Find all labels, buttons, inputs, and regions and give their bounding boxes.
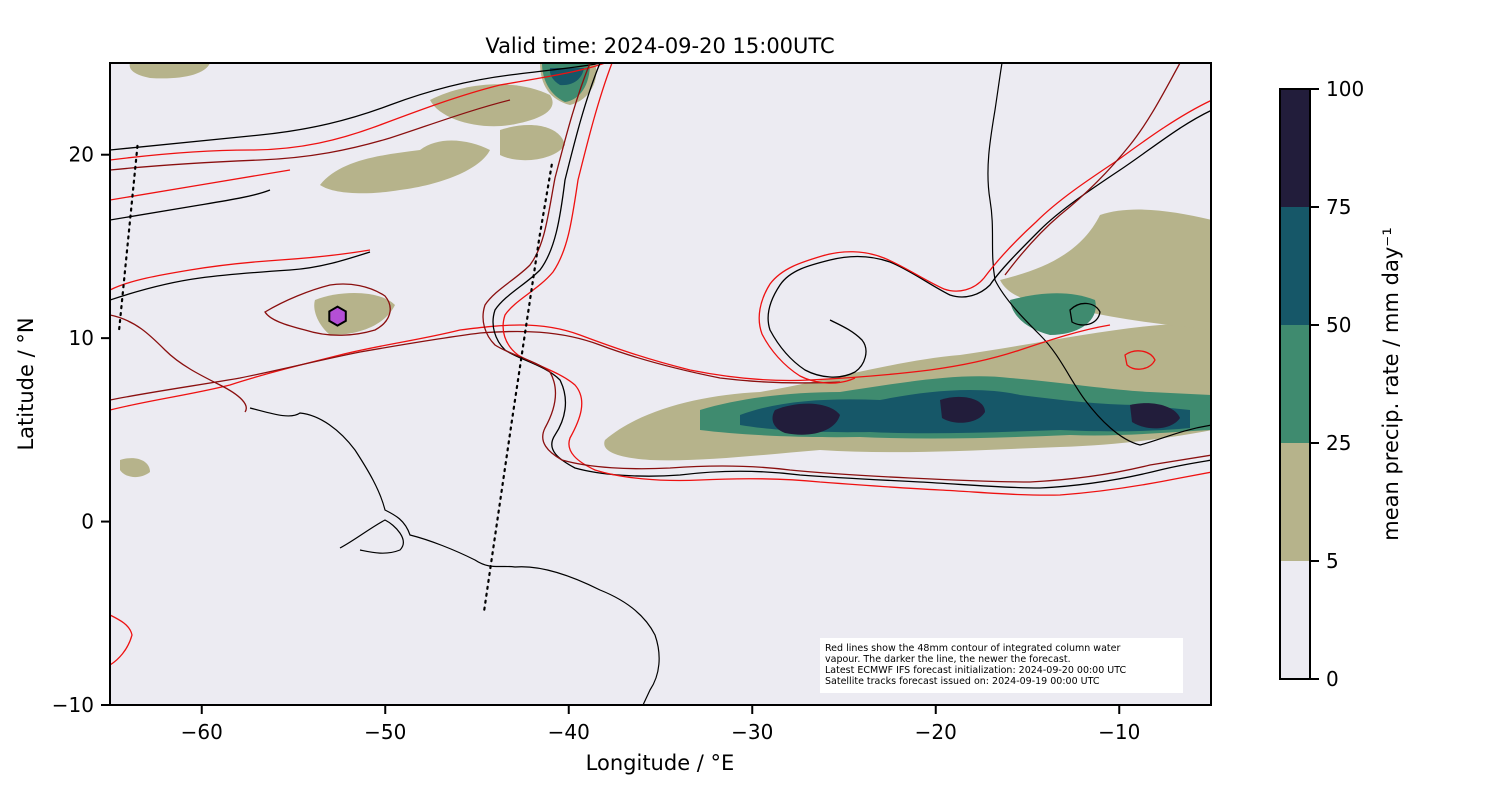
iwv-contour-north-3	[110, 99, 511, 171]
colorbar-band-0-5	[1280, 561, 1310, 679]
colorbar-band-50-75	[1280, 207, 1310, 325]
lat-tick-label: 10	[69, 326, 94, 350]
precip-light-west	[120, 458, 150, 478]
map-layers	[110, 63, 1211, 705]
lon-tick-label: −50	[364, 720, 406, 744]
iwv-contour-atlantic-tongue-1	[492, 63, 1211, 489]
lon-tick-label: −40	[548, 720, 590, 744]
info-note-line-3: Latest ECMWF IFS forecast initialization…	[825, 665, 1126, 676]
precip-extreme-core-2	[940, 396, 985, 423]
iwv-contour-west-2	[110, 251, 371, 301]
map-panel: −60 −50 −40 −30 −20 −10 −10 0 10 20 Longitude / …	[14, 62, 1212, 775]
colorbar-tick-label: 0	[1326, 667, 1339, 691]
longitude-ticks: −60 −50 −40 −30 −20 −10	[181, 705, 1140, 744]
iwv-contour-atlantic-tongue-3	[482, 63, 1211, 483]
lon-tick-label: −10	[1098, 720, 1140, 744]
info-note-line-1: Red lines show the 48mm contour of integ…	[825, 643, 1120, 654]
lon-tick-label: −20	[915, 720, 957, 744]
colorbar-tick-label: 50	[1326, 313, 1351, 337]
iwv-contour-cell-2	[1124, 350, 1156, 370]
lat-tick-label: 0	[81, 510, 94, 534]
colorbar-tick-label: 25	[1326, 431, 1351, 455]
iwv-contours	[110, 63, 1211, 666]
lat-tick-label: −10	[52, 693, 94, 717]
colorbar-tick-label: 100	[1326, 77, 1364, 101]
iwv-contour-itcz-south-2	[110, 330, 841, 401]
precip-moderate-africa	[1010, 293, 1096, 335]
plot-title: Valid time: 2024-09-20 15:00UTC	[485, 34, 834, 58]
colorbar-bands	[1280, 89, 1310, 679]
colorbar-band-75-100	[1280, 89, 1310, 207]
iwv-contour-cell-1	[1069, 302, 1101, 326]
station-hexagon-marker[interactable]	[328, 305, 347, 327]
precip-light-north-3	[500, 125, 565, 161]
info-note: Red lines show the 48mm contour of integ…	[820, 638, 1183, 693]
iwv-contour-hexagon-loop	[264, 283, 391, 336]
colorbar-band-25-50	[1280, 325, 1310, 443]
latitude-ticks: −10 0 10 20	[52, 143, 110, 717]
satellite-tracks	[118, 144, 554, 611]
colorbar-ticks: 0 5 25 50 75 100	[1310, 77, 1364, 691]
lon-tick-label: −60	[181, 720, 223, 744]
lon-tick-label: −30	[731, 720, 773, 744]
iwv-contour-west-5	[110, 189, 271, 221]
precipitation-extreme	[772, 396, 1180, 435]
iwv-contour-southwest	[110, 614, 133, 666]
colorbar-frame	[1279, 88, 1311, 680]
info-note-box	[820, 638, 1183, 693]
iwv-contour-west-3	[110, 314, 247, 413]
colorbar-tick-label: 75	[1326, 195, 1351, 219]
iwv-contour-africa-north-3	[1004, 63, 1181, 276]
satellite-track-1	[118, 144, 139, 331]
colorbar-tick-label: 5	[1326, 549, 1339, 573]
iwv-contour-africa-north-1	[767, 109, 1211, 378]
coastline-caribbean-islands	[339, 519, 404, 554]
info-note-line-4: Satellite tracks forecast issued on: 202…	[825, 676, 1100, 687]
iwv-contour-west-4	[110, 169, 291, 201]
coastline-west-africa	[987, 63, 1211, 446]
iwv-contour-itcz-south	[110, 324, 1111, 411]
x-axis-title: Longitude / °E	[586, 751, 735, 775]
coastlines	[249, 63, 1211, 705]
map-frame	[109, 62, 1212, 706]
iwv-contour-north-2	[110, 63, 601, 151]
precip-heavy-north	[549, 68, 584, 86]
satellite-track-2	[483, 161, 554, 611]
precip-extreme-core-1	[772, 403, 840, 435]
precip-extreme-core-3	[1130, 403, 1180, 429]
lat-tick-label: 20	[69, 143, 94, 167]
colorbar: 0 5 25 50 75 100 mean precip. rate / mm day⁻¹	[1279, 77, 1403, 691]
iwv-contour-atlantic-tongue-2	[502, 63, 1211, 496]
iwv-contour-west-1	[110, 249, 371, 291]
colorbar-band-5-25	[1280, 443, 1310, 561]
info-note-line-2: vapour. The darker the line, the newer t…	[825, 654, 1071, 665]
iwv-contour-north-1	[110, 63, 606, 161]
iwv-contour-africa-north-2	[758, 99, 1211, 384]
precip-light-north-5	[129, 63, 210, 79]
y-axis-title: Latitude / °N	[14, 317, 38, 450]
precip-light-north-1	[320, 140, 490, 194]
coastline-south-america	[249, 407, 660, 705]
colorbar-label: mean precip. rate / mm day⁻¹	[1379, 227, 1403, 541]
